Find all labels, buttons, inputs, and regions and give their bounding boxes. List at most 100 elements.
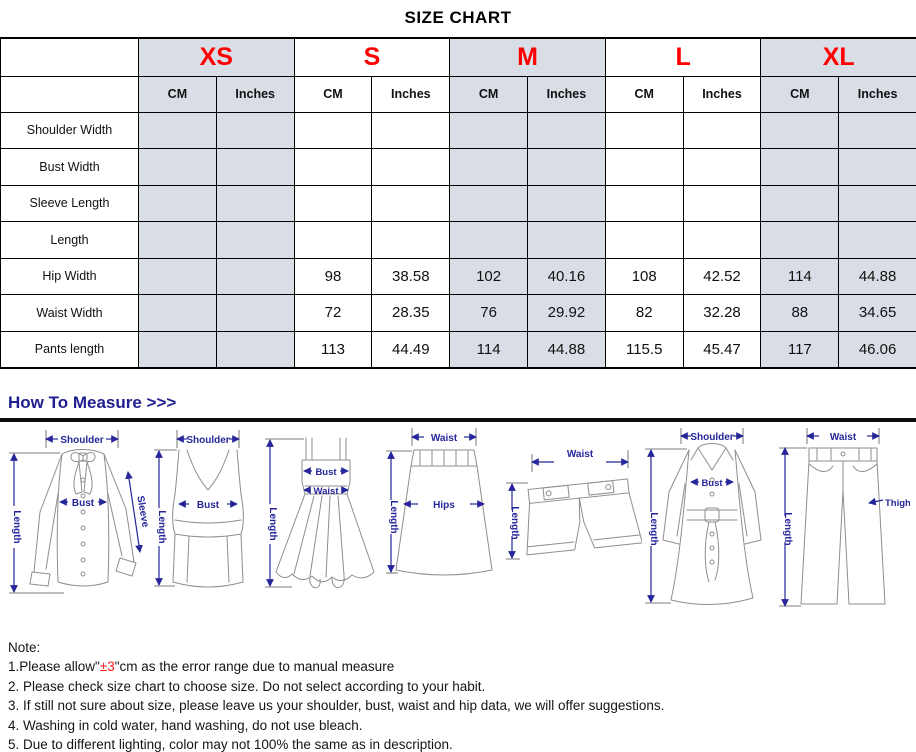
table-cell (604, 111, 684, 149)
table-cell (138, 184, 217, 222)
table-cell (371, 148, 451, 186)
blouse-diagram: Shoulder Length Bust Sleeve (9, 429, 151, 593)
table-cell: 44.49 (371, 330, 451, 368)
divider-rule (0, 417, 916, 422)
unit-header: CM (760, 75, 840, 113)
note-item: 4. Washing in cold water, hand washing, … (8, 717, 363, 733)
table-cell: 44.88 (527, 330, 606, 368)
measure-label: Length (11, 510, 22, 543)
size-header-s: S (293, 37, 451, 77)
page-title: SIZE CHART (404, 8, 512, 27)
unit-header: CM (604, 75, 684, 113)
table-cell: 76 (449, 294, 528, 332)
table-cell (371, 184, 451, 222)
table-cell (604, 148, 684, 186)
table-cell (138, 221, 217, 259)
table-cell (215, 111, 295, 149)
table-cell (682, 221, 762, 259)
row-label: Sleeve Length (0, 184, 139, 222)
table-cell (760, 184, 840, 222)
shorts-diagram: Waist Length (506, 449, 643, 559)
table-cell: 114 (760, 257, 840, 295)
table-cell: 42.52 (682, 257, 762, 295)
table-cell (215, 257, 295, 295)
table-cell: 40.16 (527, 257, 606, 295)
table-cell (449, 221, 528, 259)
measure-label: Bust (197, 500, 220, 511)
table-cell (604, 221, 684, 259)
table-cell (760, 148, 840, 186)
row-label: Shoulder Width (0, 111, 139, 149)
measure-label: Hips (433, 500, 455, 511)
row-label: Hip Width (0, 257, 139, 295)
measure-label: Length (388, 500, 399, 533)
table-cell (527, 148, 606, 186)
table-cell (293, 148, 373, 186)
table-row: Sleeve Length (0, 184, 916, 222)
size-header-m: M (449, 37, 606, 77)
measure-label: Thigh (885, 498, 910, 509)
note-item: 5. Due to different lighting, color may … (8, 737, 453, 752)
measure-label: Waist (830, 432, 857, 443)
table-cell: 98 (293, 257, 373, 295)
table-cell (760, 221, 840, 259)
size-header-xs: XS (138, 37, 295, 77)
table-row: Shoulder Width (0, 111, 916, 149)
table-cell (371, 221, 451, 259)
table-cell: 88 (760, 294, 840, 332)
table-cell (293, 111, 373, 149)
table-cell (682, 111, 762, 149)
measure-label: Bust (315, 467, 337, 478)
notes-section: Note: 1.Please allow"±3"cm as the error … (8, 638, 916, 752)
table-cell (604, 184, 684, 222)
corner-cell (0, 75, 139, 113)
measure-label: Bust (72, 498, 95, 509)
table-cell (838, 184, 916, 222)
skirt-diagram: Waist Length Hips (385, 427, 493, 575)
measure-label: Shoulder (690, 432, 733, 443)
measure-diagrams: Shoulder Length Bust Sleeve Shoulder (6, 424, 910, 630)
unit-header: CM (449, 75, 528, 113)
note-item: 2. Please check size chart to choose siz… (8, 678, 486, 694)
unit-header: Inches (215, 75, 295, 113)
table-cell (527, 184, 606, 222)
table-cell (371, 111, 451, 149)
table-cell: 117 (760, 330, 840, 368)
unit-header: CM (293, 75, 373, 113)
measure-label: Length (267, 507, 278, 540)
table-cell (215, 148, 295, 186)
table-cell: 108 (604, 257, 684, 295)
table-cell: 102 (449, 257, 528, 295)
measure-label: Bust (701, 478, 723, 489)
measure-label: Waist (431, 433, 458, 444)
table-cell (138, 257, 217, 295)
table-cell (138, 330, 217, 368)
table-cell (138, 111, 217, 149)
unit-header: CM (138, 75, 217, 113)
note-highlight: ±3 (99, 659, 115, 674)
table-cell (138, 148, 217, 186)
table-cell: 46.06 (838, 330, 916, 368)
unit-header: Inches (371, 75, 451, 113)
size-header-row: XS S M L XL (0, 37, 916, 77)
table-cell (293, 184, 373, 222)
size-chart-table: XS S M L XL CM Inches CM Inches CM Inche… (0, 37, 916, 369)
table-cell (838, 148, 916, 186)
corner-cell (0, 37, 139, 77)
table-cell (215, 221, 295, 259)
table-cell: 29.92 (527, 294, 606, 332)
measure-label: Sleeve (134, 495, 150, 529)
unit-header: Inches (527, 75, 606, 113)
measure-label: Shoulder (187, 435, 230, 446)
table-cell: 32.28 (682, 294, 762, 332)
table-cell (682, 148, 762, 186)
measure-label: Length (782, 512, 793, 545)
measure-label: Shoulder (60, 435, 103, 446)
dress-diagram: Length Bust Waist (264, 437, 375, 588)
tank-top-diagram: Shoulder Length Bust (154, 429, 245, 587)
table-cell (527, 221, 606, 259)
table-cell (527, 111, 606, 149)
measure-label: Length (156, 510, 167, 543)
table-cell: 34.65 (838, 294, 916, 332)
